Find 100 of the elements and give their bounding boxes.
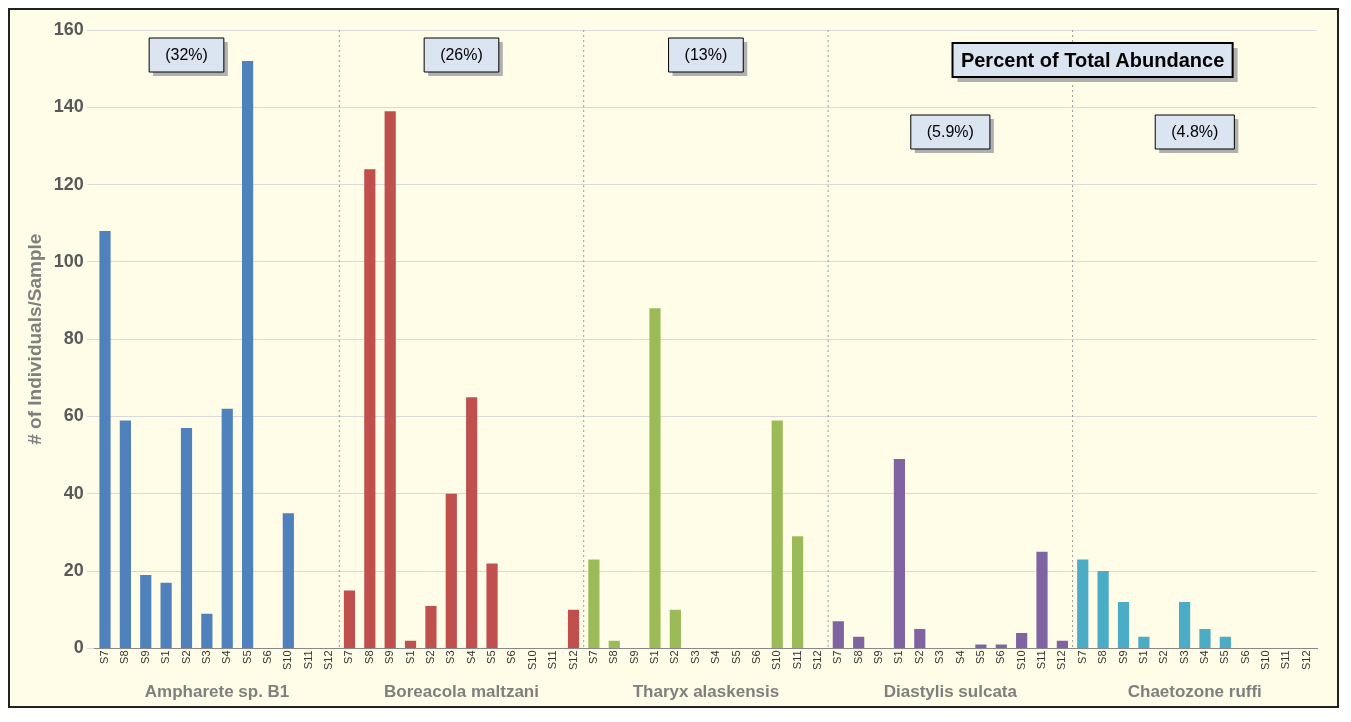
bar <box>975 644 987 648</box>
y-tick-label: 20 <box>63 560 84 581</box>
x-tick-label: S5 <box>1218 650 1231 664</box>
bar <box>445 493 457 648</box>
bar <box>384 111 396 648</box>
x-tick-label: S7 <box>586 650 599 664</box>
x-tick-label: S10 <box>525 650 538 671</box>
x-tick-label: S3 <box>1177 650 1190 664</box>
x-tick-label: S8 <box>118 650 131 664</box>
bar <box>364 169 376 648</box>
bar <box>1179 602 1191 648</box>
x-tick-label: S1 <box>159 650 172 664</box>
text: Percent of Total Abundance <box>960 48 1225 71</box>
x-tick-label: S8 <box>851 650 864 664</box>
x-tick-label: S2 <box>179 650 192 664</box>
annotation: (5.9%) <box>926 123 974 141</box>
x-tick-label: S5 <box>485 650 498 664</box>
x-tick-label: S1 <box>892 650 905 664</box>
bar <box>588 559 600 648</box>
bar <box>567 609 580 648</box>
bar <box>1077 559 1089 648</box>
x-tick-label: S7 <box>342 650 355 664</box>
x-tick-label: S7 <box>831 650 844 664</box>
x-tick-label: S6 <box>505 650 518 664</box>
bar <box>649 308 661 648</box>
bar <box>221 408 233 648</box>
x-tick-label: S3 <box>933 650 946 664</box>
bar <box>608 640 620 648</box>
x-tick-label: S6 <box>994 650 1007 664</box>
x-tick-label: S9 <box>1116 650 1129 664</box>
bar <box>343 590 356 648</box>
bar <box>1117 602 1130 648</box>
annotation: (32%) <box>165 46 208 64</box>
x-tick-label: S5 <box>973 650 986 664</box>
x-tick-label: S5 <box>240 650 253 664</box>
x-tick-label: S5 <box>729 650 742 664</box>
x-tick-label: S1 <box>1136 650 1149 664</box>
x-tick-label: S9 <box>872 650 885 664</box>
bar <box>201 613 213 648</box>
bar <box>1056 640 1068 648</box>
bar <box>140 574 152 648</box>
bar <box>669 609 681 648</box>
x-tick-label: S1 <box>648 650 661 664</box>
annotation: (26%) <box>440 46 483 64</box>
bar <box>1016 632 1028 648</box>
x-tick-label: S4 <box>220 650 233 664</box>
text: Tharyx alaskensis <box>632 682 780 702</box>
annotation: (4.8%) <box>1171 123 1219 141</box>
x-tick-label: S3 <box>199 650 212 664</box>
bar <box>425 605 437 648</box>
bar <box>242 60 254 648</box>
text: Ampharete sp. B1 <box>144 682 290 702</box>
bar <box>466 397 478 648</box>
x-tick-label: S12 <box>1055 650 1068 671</box>
bar <box>486 563 498 648</box>
x-tick-label: S2 <box>912 650 925 664</box>
x-tick-label: S9 <box>627 650 640 664</box>
bar <box>771 420 783 648</box>
bar <box>119 420 131 648</box>
x-tick-label: S11 <box>1279 650 1292 670</box>
x-tick-label: S11 <box>1035 650 1048 670</box>
x-tick-label: S4 <box>709 650 722 664</box>
x-tick-label: S3 <box>444 650 457 664</box>
x-tick-label: S10 <box>1014 650 1027 671</box>
y-tick-label: 160 <box>53 18 84 39</box>
x-tick-label: S8 <box>1096 650 1109 664</box>
bar <box>853 636 865 648</box>
x-tick-label: S2 <box>668 650 681 664</box>
annotation: (13%) <box>684 46 728 64</box>
x-tick-label: S12 <box>322 650 335 671</box>
text: Diastylis sulcata <box>883 682 1018 702</box>
bar <box>404 640 417 648</box>
bar <box>1036 551 1048 648</box>
bar <box>160 582 172 648</box>
x-tick-label: S11 <box>301 650 314 670</box>
y-tick-label: 100 <box>53 250 84 271</box>
bar <box>1097 571 1109 648</box>
x-tick-label: S2 <box>423 650 436 664</box>
bar <box>914 629 926 648</box>
x-tick-label: S6 <box>749 650 762 664</box>
x-tick-label: S7 <box>98 650 111 664</box>
x-tick-label: S8 <box>607 650 620 664</box>
y-tick-label: 80 <box>63 328 84 349</box>
x-tick-label: S12 <box>810 650 823 671</box>
bar <box>99 230 111 648</box>
bar <box>180 428 193 648</box>
x-tick-label: S10 <box>1259 650 1272 671</box>
y-axis-title: # of Individuals/Sample <box>23 233 45 445</box>
y-tick-label: 60 <box>63 405 84 426</box>
x-tick-label: S2 <box>1157 650 1170 664</box>
x-tick-label: S4 <box>464 650 477 664</box>
bar <box>893 459 906 648</box>
x-tick-label: S12 <box>566 650 579 671</box>
x-tick-label: S6 <box>1238 650 1251 664</box>
x-tick-label: S8 <box>362 650 375 664</box>
x-tick-label: S7 <box>1075 650 1088 664</box>
x-tick-label: S4 <box>953 650 966 664</box>
y-tick-label: 0 <box>73 637 84 658</box>
x-tick-label: S10 <box>281 650 294 671</box>
x-tick-label: S9 <box>138 650 151 664</box>
